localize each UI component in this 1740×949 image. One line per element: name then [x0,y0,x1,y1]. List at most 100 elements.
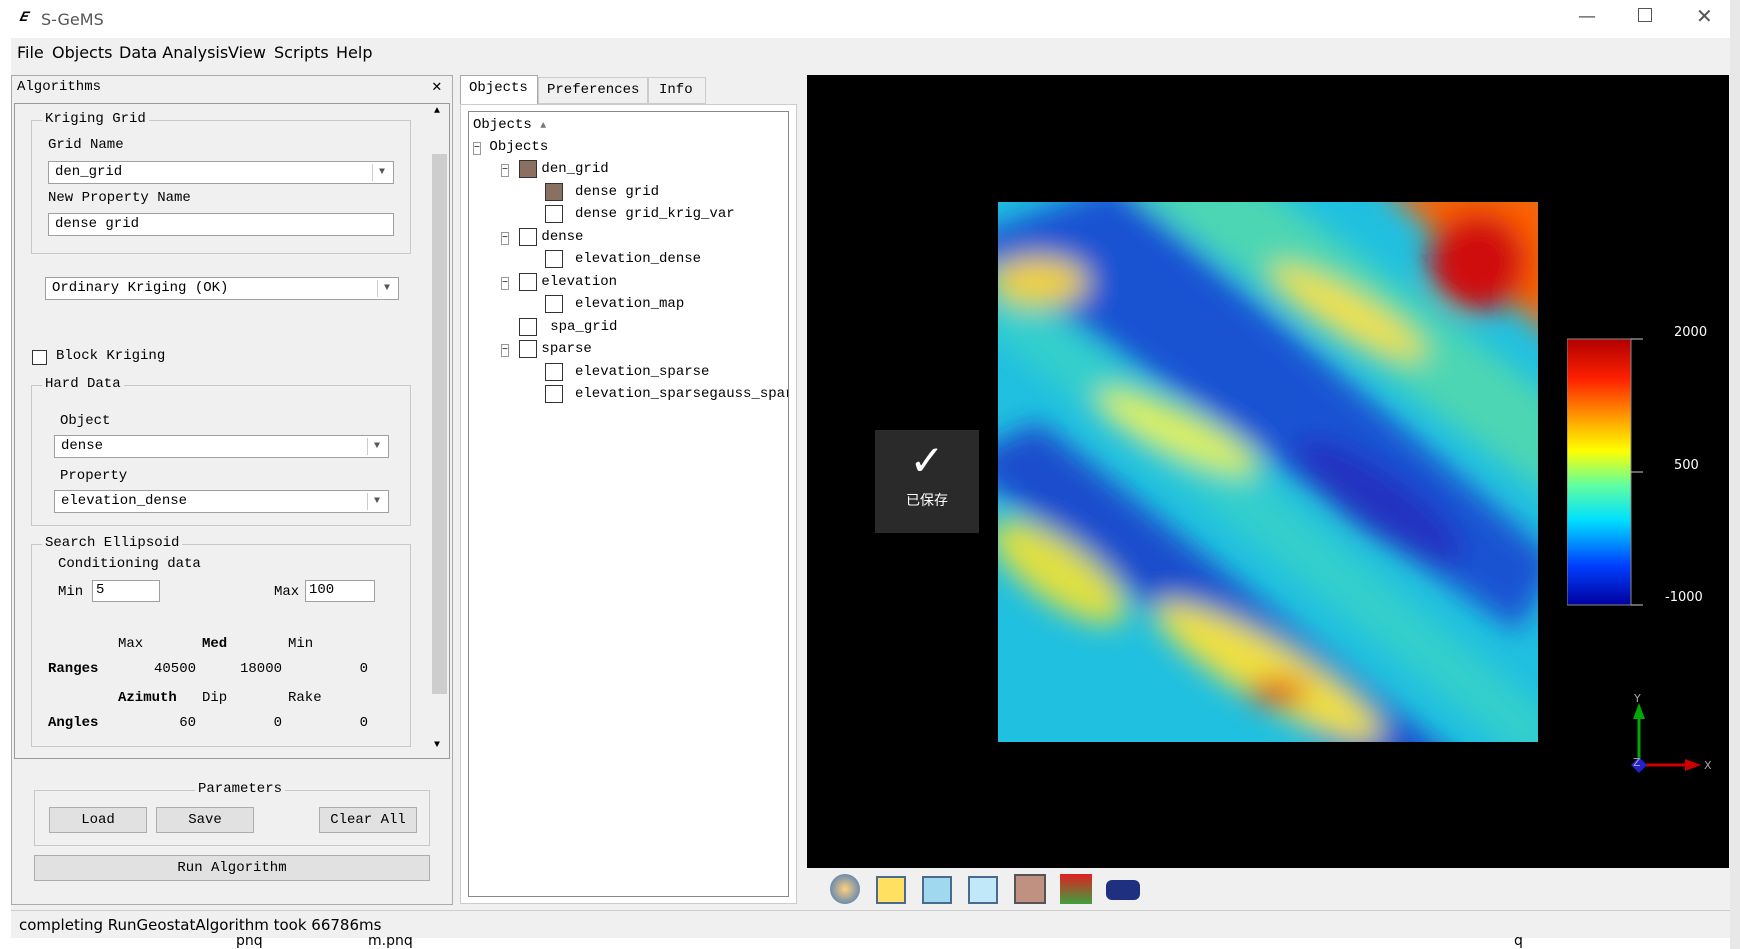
tab[interactable]: Preferences [538,77,648,104]
title-bar: 𝑬 S-GeMS — ✕ [11,0,1730,39]
decoration: ▼ [377,280,396,297]
panel-title: Algorithms [17,79,102,95]
tree-label: dense [541,228,584,245]
decoration: den_grid [55,164,123,180]
colorbar-label: 500 [1674,458,1699,473]
table-header: Med [202,636,228,652]
tree-label: elevation [541,273,618,290]
decoration [1685,759,1701,771]
table-header: Rake [288,690,322,706]
decoration: Objects [489,139,549,155]
tree-checkbox[interactable] [545,182,563,201]
kriging-grid-group: Kriging Grid Grid Name den_grid ▼ New Pro… [31,111,411,254]
tree-label: elevation_dense [575,251,702,267]
row-label: Ranges [48,661,99,677]
tree-checkbox[interactable] [519,340,537,358]
decoration: − [501,344,510,357]
panel-close[interactable]: ✕ [432,78,442,96]
button[interactable]: Save [156,807,254,833]
tool-button[interactable] [968,876,998,904]
table-header: Max [118,636,144,652]
cell: 0 [273,715,282,731]
decoration [998,519,1126,625]
tool-button[interactable] [830,874,860,904]
decoration [1248,680,1308,704]
tool-button[interactable] [1060,874,1092,904]
kriging-type-combo[interactable]: Ordinary Kriging (OK) ▼ [45,277,399,300]
grid-name-combo[interactable]: den_grid ▼ [48,161,394,184]
button[interactable]: Load [49,807,147,833]
axis-label: Z [1633,756,1641,769]
label: Max [274,584,300,600]
menu-item[interactable]: Help [336,43,373,62]
tool-button[interactable] [1014,874,1046,904]
maximize[interactable] [1638,8,1652,22]
status-bar: completing RunGeostatAlgorithm took 6678… [11,910,1730,938]
tree-label: dense grid_krig_var [575,206,735,222]
tab[interactable]: Info [648,77,706,104]
decoration: ▼ [367,493,386,510]
button[interactable]: Clear All [319,807,417,833]
tree-checkbox[interactable] [545,250,563,268]
tool-button[interactable] [876,876,906,904]
max-spin[interactable]: 100 [305,580,375,602]
decoration: ▲ [540,121,547,132]
tree-checkbox[interactable] [545,295,563,313]
objects-panel: Objects Preferences Info Objects ▲ − Obj… [460,75,797,905]
menu-item[interactable]: Scripts [274,43,329,62]
checkbox-label: Block Kriging [56,348,166,364]
tool-button[interactable] [922,876,952,904]
run-button[interactable]: Run Algorithm [34,855,430,881]
decoration: Ordinary Kriging (OK) [52,280,229,296]
tree-checkbox[interactable] [519,272,537,291]
tree-header: Objects ▲ [473,114,546,136]
group-legend: Parameters [195,781,286,797]
decoration: Objects [473,117,532,133]
scroll-area [14,103,450,759]
min-spin[interactable]: 5 [92,580,160,602]
decoration: elevation_dense [61,493,188,509]
table-header: Dip [202,690,228,706]
tree-label: elevation_sparsegauss_sparse [575,386,789,402]
group-legend: Search Ellipsoid [42,535,183,551]
decoration: dense [61,438,104,454]
tree-checkbox[interactable] [545,385,563,403]
property-combo[interactable]: elevation_dense ▼ [54,490,389,513]
tree-checkbox[interactable] [545,362,563,381]
colorbar [1567,338,1643,606]
hard-data-group: Hard Data Object dense ▼ Property elevati… [31,376,411,526]
object-tree: Objects ▲ − Objects − den_grid dense grid… [468,111,789,897]
decoration [1294,439,1462,565]
menu-bar: File Objects Data Analysis View Scripts … [11,39,1730,67]
checkbox[interactable] [32,350,47,365]
tool-button[interactable] [1106,880,1140,900]
tree-checkbox[interactable] [519,160,537,178]
scrollbar[interactable]: ▲ ▼ [430,104,449,758]
tree-checkbox[interactable] [519,227,537,246]
menu-item[interactable]: Objects [52,43,113,62]
status-text: completing RunGeostatAlgorithm took 6678… [19,916,382,934]
tab[interactable]: Objects [460,75,538,105]
search-ellipsoid-group: Search Ellipsoid Conditioning data Min 5… [31,535,411,747]
window-title: S-GeMS [41,10,104,29]
tree-node: dense grid [545,181,659,203]
tree-label: elevation_map [575,296,685,312]
tree-checkbox[interactable] [519,317,537,336]
menu-item[interactable]: View [228,43,266,62]
kriging-map [998,202,1538,742]
tree-label: den_grid [541,161,609,177]
cell: 18000 [239,661,282,677]
menu-item[interactable]: Data Analysis [119,43,229,62]
axes-gizmo [1631,703,1701,773]
tree-checkbox[interactable] [545,205,563,223]
property-name-input[interactable]: dense grid [48,213,394,236]
decoration: ▲ [434,106,441,117]
viewer: 2000 500 -1000 Y Z X [807,75,1729,868]
object-combo[interactable]: dense ▼ [54,435,389,458]
menu-item[interactable]: File [17,43,44,62]
decoration: ▼ [367,438,386,455]
decoration [998,257,1088,307]
close[interactable]: ✕ [1696,4,1713,28]
minimize[interactable]: — [1578,6,1596,27]
group-legend: Hard Data [42,376,124,392]
